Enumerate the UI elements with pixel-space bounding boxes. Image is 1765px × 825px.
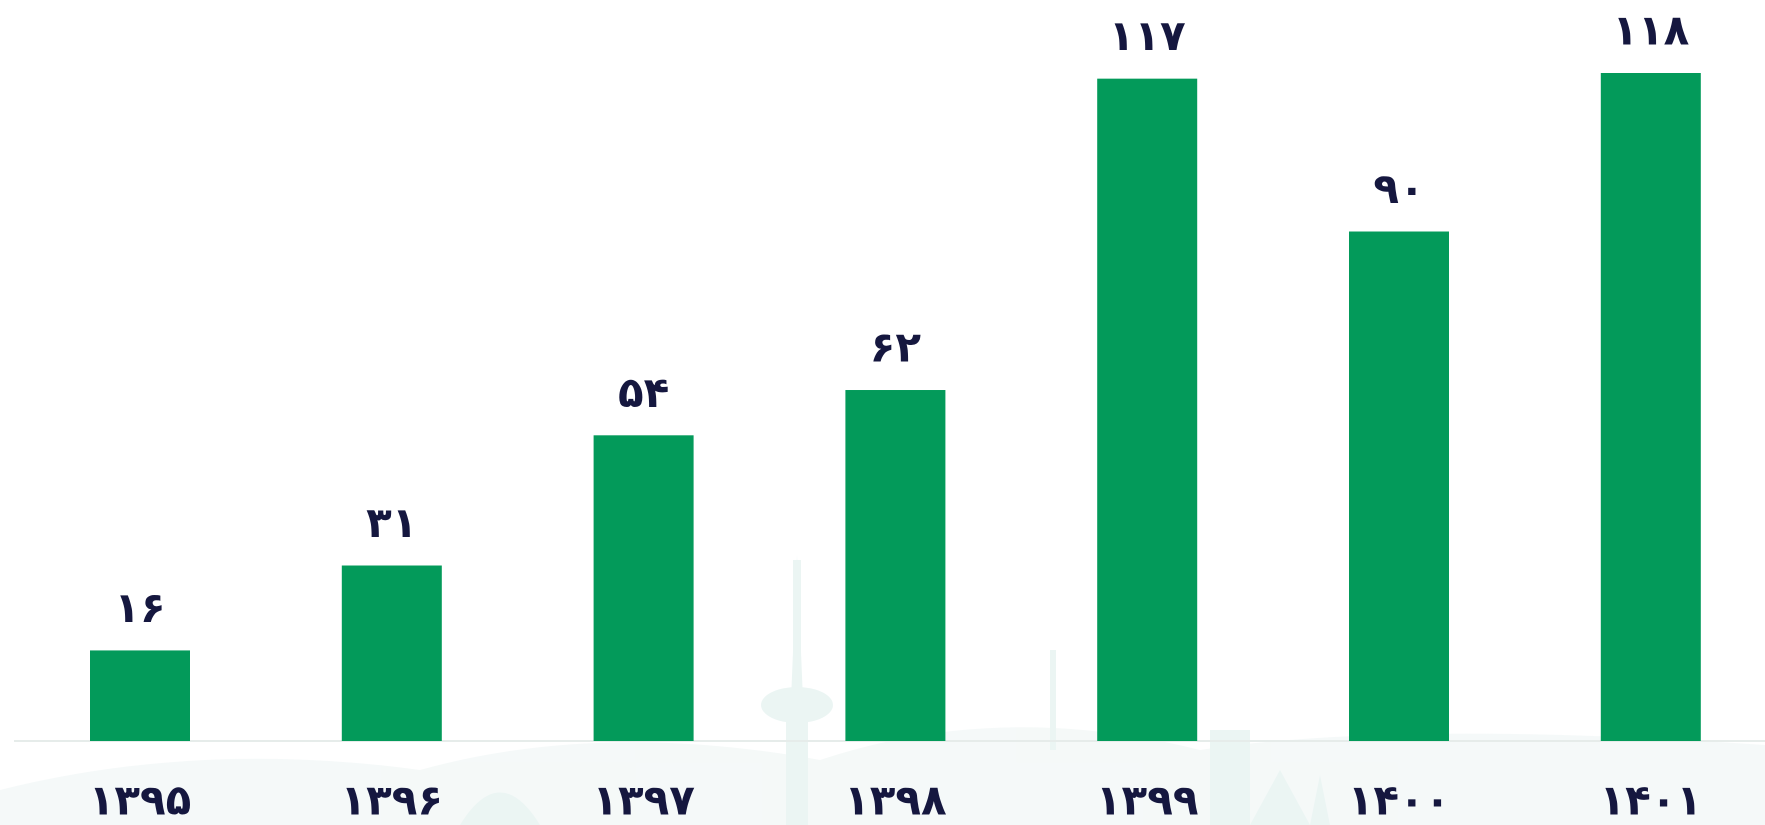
value-label: ۶۲ [870, 323, 922, 372]
bar [90, 650, 190, 741]
x-tick-label: ۱۴۰۰ [1348, 776, 1451, 825]
value-label: ۵۴ [618, 368, 669, 417]
x-tick-label: ۱۳۹۵ [89, 776, 192, 825]
bar [1097, 78, 1198, 742]
value-label: ۱۶ [114, 583, 165, 632]
x-tick-label: ۱۳۹۹ [1096, 776, 1199, 825]
x-tick-label: ۱۳۹۷ [592, 776, 695, 825]
value-label: ۱۱۷ [1109, 11, 1186, 60]
value-label: ۳۱ [366, 498, 417, 547]
x-tick-label: ۱۳۹۸ [844, 776, 947, 825]
x-tick-label: ۱۳۹۶ [341, 776, 444, 825]
x-tick-label: ۱۴۰۱ [1600, 776, 1703, 825]
bar [1600, 73, 1701, 741]
bar [593, 435, 694, 741]
value-label: ۱۱۸ [1612, 6, 1689, 55]
bar [341, 565, 442, 741]
value-label: ۹۰ [1373, 164, 1424, 213]
bar [845, 390, 946, 741]
bar [1349, 231, 1449, 741]
background-skyline [0, 555, 1765, 825]
